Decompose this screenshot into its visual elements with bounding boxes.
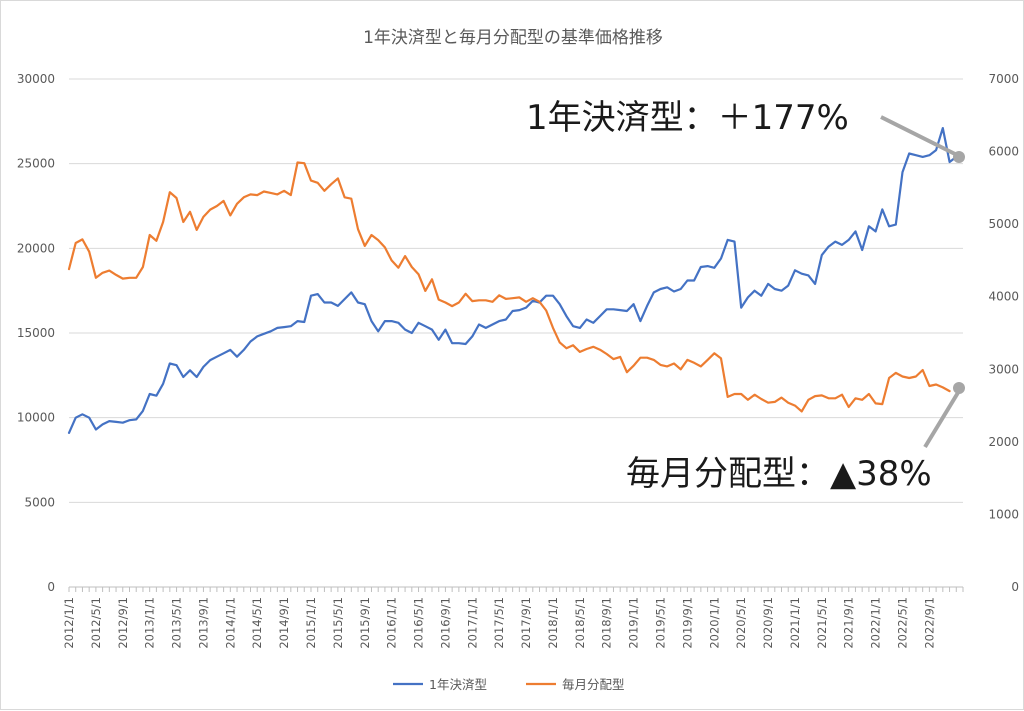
- x-tick-label: 2016/1/1: [385, 597, 399, 649]
- y-left-tick-label: 25000: [17, 157, 55, 171]
- annotation-monthly: 毎月分配型：▲38%: [626, 454, 932, 494]
- series-line: [67, 161, 951, 413]
- x-tick-label: 2020/9/1: [761, 597, 775, 649]
- y-left-tick-label: 5000: [24, 495, 55, 509]
- x-tick-label: 2012/9/1: [116, 597, 130, 649]
- x-tick-label: 2019/1/1: [627, 597, 641, 649]
- y-axis-left: 0 5000 10000 15000 20000 25000 30000: [17, 72, 55, 594]
- series-line: [67, 126, 965, 434]
- x-tick-label: 2017/9/1: [519, 597, 533, 649]
- x-tick-label: 2019/5/1: [654, 597, 668, 649]
- annotation-1year: 1年決済型：＋177%: [526, 98, 849, 138]
- plot-lines: [67, 126, 965, 434]
- x-tick-label: 2015/1/1: [304, 597, 318, 649]
- y-left-tick-label: 20000: [17, 241, 55, 255]
- x-tick-label: 2021/1/1: [788, 597, 802, 649]
- x-tick-label: 2021/9/1: [842, 597, 856, 649]
- y-right-tick-label: 6000: [988, 145, 1019, 159]
- annotation-leader-line: [880, 115, 960, 158]
- x-tick-label: 2014/5/1: [250, 597, 264, 649]
- chart-title: 1年決済型と毎月分配型の基準価格推移: [363, 28, 663, 48]
- x-tick-label: 2022/9/1: [922, 597, 936, 649]
- x-tick-label: 2016/5/1: [412, 597, 426, 649]
- x-tick-label: 2019/9/1: [680, 597, 694, 649]
- y-left-tick-label: 10000: [17, 411, 55, 425]
- annotation-marker: [953, 382, 965, 394]
- y-left-tick-label: 0: [47, 580, 55, 594]
- x-tick-label: 2020/1/1: [707, 597, 721, 649]
- x-tick-label: 2013/1/1: [143, 597, 157, 649]
- x-tick-label: 2017/1/1: [465, 597, 479, 649]
- y-right-tick-label: 0: [1011, 580, 1019, 594]
- x-tick-label: 2020/5/1: [734, 597, 748, 649]
- x-tick-label: 2015/5/1: [331, 597, 345, 649]
- x-tick-label: 2016/9/1: [438, 597, 452, 649]
- x-tick-label: 2022/5/1: [896, 597, 910, 649]
- x-tick-label: 2014/1/1: [223, 597, 237, 649]
- x-tick-label: 2017/5/1: [492, 597, 506, 649]
- gridlines: [69, 78, 963, 588]
- y-right-tick-label: 3000: [988, 362, 1019, 376]
- y-right-tick-label: 7000: [988, 72, 1019, 86]
- annotation-leader-line: [923, 389, 961, 449]
- y-left-tick-label: 15000: [17, 326, 55, 340]
- y-axis-right: 0 1000 2000 3000 4000 5000 6000 7000: [988, 72, 1019, 594]
- x-tick-label: 2013/5/1: [170, 597, 184, 649]
- x-tick-label: 2012/5/1: [89, 597, 103, 649]
- y-left-tick-label: 30000: [17, 72, 55, 86]
- x-tick-label: 2021/5/1: [815, 597, 829, 649]
- x-tick-label: 2012/1/1: [62, 597, 76, 649]
- y-right-tick-label: 4000: [988, 290, 1019, 304]
- y-right-tick-label: 1000: [988, 507, 1019, 521]
- x-tick-label: 2022/1/1: [869, 597, 883, 649]
- annotation-marker: [953, 151, 965, 163]
- y-right-tick-label: 2000: [988, 435, 1019, 449]
- x-tick-label: 2018/5/1: [573, 597, 587, 649]
- x-tick-label: 2014/9/1: [277, 597, 291, 649]
- legend: 1年決済型 毎月分配型: [393, 677, 625, 692]
- x-tick-label: 2018/1/1: [546, 597, 560, 649]
- legend-label: 1年決済型: [429, 677, 487, 692]
- annotations: 1年決済型：＋177% 毎月分配型：▲38%: [526, 98, 965, 494]
- legend-label: 毎月分配型: [562, 677, 625, 692]
- x-axis: 2012/1/1 2012/5/1 2012/9/1 2013/1/1 2013/5/1…: [62, 587, 964, 649]
- x-tick-label: 2018/9/1: [600, 597, 614, 649]
- x-tick-label: 2013/9/1: [196, 597, 210, 649]
- y-right-tick-label: 5000: [988, 217, 1019, 231]
- x-tick-label: 2015/9/1: [358, 597, 372, 649]
